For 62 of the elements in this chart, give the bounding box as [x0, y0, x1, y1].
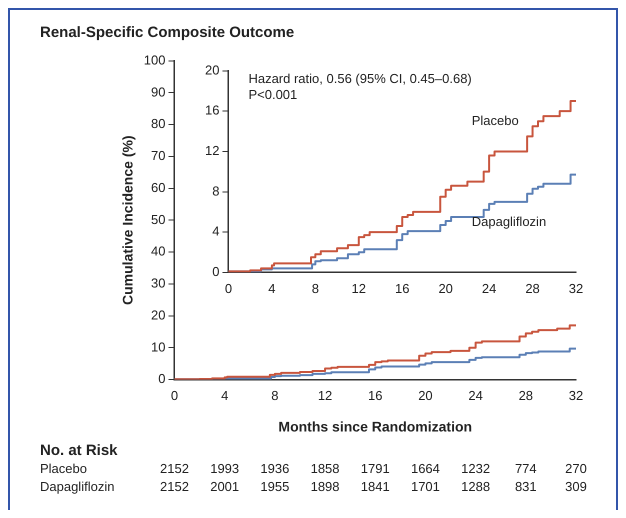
- y-axis-title: Cumulative Incidence (%): [119, 135, 136, 305]
- annotation: P<0.001: [248, 86, 298, 102]
- text: 1858: [310, 461, 340, 476]
- text: 774: [514, 461, 537, 476]
- y-tick-label: 16: [204, 102, 220, 118]
- y-tick-label: 30: [151, 276, 166, 291]
- x-tick-label: 12: [318, 388, 332, 403]
- series-label: Placebo: [472, 113, 519, 128]
- text: 270: [565, 461, 587, 476]
- x-tick-label: 12: [352, 280, 366, 296]
- text: 1701: [410, 479, 440, 494]
- y-tick-label: 10: [151, 339, 166, 354]
- y-tick-label: 20: [204, 62, 220, 78]
- text: 1993: [210, 461, 240, 476]
- x-tick-label: 28: [525, 280, 540, 296]
- annotation: Hazard ratio, 0.56 (95% CI, 0.45–0.68): [248, 70, 472, 86]
- text: 1232: [461, 461, 490, 476]
- text: No. at Risk: [40, 442, 118, 459]
- y-tick-label: 80: [151, 116, 166, 132]
- text: 2152: [160, 461, 189, 476]
- y-tick-label: 20: [151, 307, 166, 322]
- x-tick-label: 8: [271, 388, 278, 403]
- x-tick-label: 4: [268, 280, 276, 296]
- x-tick-label: 0: [224, 280, 232, 296]
- y-tick-label: 0: [212, 264, 220, 279]
- y-tick-label: 12: [204, 143, 220, 158]
- x-tick-label: 16: [394, 280, 410, 296]
- x-tick-label: 20: [438, 280, 453, 296]
- text: 1898: [310, 479, 340, 494]
- text: 1664: [410, 461, 440, 476]
- y-tick-label: 90: [151, 84, 166, 100]
- y-tick-label: 40: [151, 244, 166, 259]
- text: 1841: [360, 479, 390, 494]
- y-tick-label: 8: [212, 183, 220, 198]
- x-tick-label: 28: [518, 388, 534, 403]
- text: 2152: [160, 479, 189, 494]
- x-tick-label: 32: [568, 388, 584, 403]
- y-tick-label: 70: [151, 148, 166, 164]
- text: 1936: [260, 461, 290, 476]
- y-tick-label: 60: [151, 180, 166, 195]
- y-tick-label: 0: [158, 371, 166, 386]
- x-tick-label: 16: [368, 388, 382, 403]
- text: 1791: [360, 461, 390, 476]
- text: 1288: [461, 479, 490, 494]
- y-tick-label: 50: [151, 212, 166, 227]
- x-tick-label: 8: [312, 280, 319, 296]
- y-tick-label: 100: [144, 52, 166, 68]
- text: 2001: [210, 479, 240, 494]
- chart-title: Renal-Specific Composite Outcome: [40, 24, 294, 41]
- series-label: Dapagliflozin: [472, 214, 546, 230]
- text: Dapagliflozin: [40, 479, 114, 494]
- text: 1955: [260, 479, 290, 494]
- x-tick-label: 24: [482, 280, 496, 296]
- text: 309: [565, 479, 587, 494]
- x-tick-label: 32: [568, 280, 584, 296]
- text: Placebo: [40, 461, 87, 476]
- text: 831: [514, 479, 537, 494]
- x-axis-title: Months since Randomization: [278, 418, 472, 434]
- x-tick-label: 0: [170, 388, 178, 403]
- y-tick-label: 4: [212, 224, 220, 239]
- x-tick-label: 20: [418, 388, 433, 403]
- x-tick-label: 24: [468, 388, 483, 403]
